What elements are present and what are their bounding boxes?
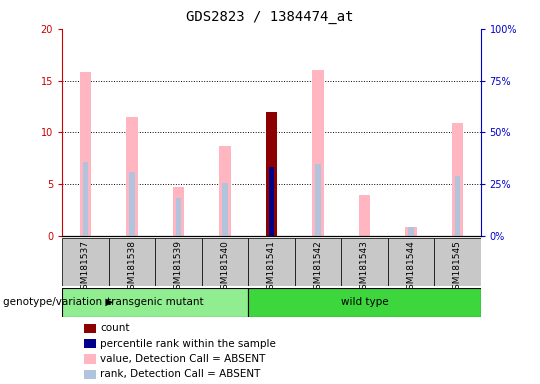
Text: GSM181541: GSM181541	[267, 240, 276, 295]
Bar	[269, 167, 274, 236]
Text: GSM181544: GSM181544	[407, 240, 415, 295]
Text: GSM181538: GSM181538	[127, 240, 136, 295]
Bar	[312, 70, 323, 236]
Bar	[176, 198, 181, 236]
Bar	[266, 112, 277, 236]
Bar	[109, 238, 155, 286]
Bar	[62, 238, 109, 286]
Bar	[219, 146, 231, 236]
Bar	[62, 288, 248, 317]
Text: GSM181543: GSM181543	[360, 240, 369, 295]
Bar	[388, 238, 434, 286]
Text: percentile rank within the sample: percentile rank within the sample	[100, 339, 276, 349]
Bar	[129, 172, 134, 236]
Text: count: count	[100, 323, 130, 333]
Text: rank, Detection Call = ABSENT: rank, Detection Call = ABSENT	[100, 369, 260, 379]
Bar	[434, 238, 481, 286]
Text: genotype/variation ▶: genotype/variation ▶	[3, 297, 113, 308]
Bar	[83, 162, 88, 236]
Text: wild type: wild type	[341, 297, 388, 308]
Text: GSM181537: GSM181537	[81, 240, 90, 295]
Bar	[405, 227, 417, 236]
Bar	[173, 187, 184, 236]
Bar	[201, 238, 248, 286]
Bar	[248, 288, 481, 317]
Text: GSM181539: GSM181539	[174, 240, 183, 295]
Bar	[451, 123, 463, 236]
Bar	[408, 227, 414, 236]
Bar	[248, 238, 295, 286]
Bar	[359, 195, 370, 236]
Bar	[222, 183, 228, 236]
Bar	[315, 164, 321, 236]
Bar	[455, 176, 460, 236]
Bar	[126, 117, 138, 236]
Text: GSM181540: GSM181540	[220, 240, 230, 295]
Text: GSM181542: GSM181542	[313, 240, 322, 295]
Bar	[155, 238, 201, 286]
Text: value, Detection Call = ABSENT: value, Detection Call = ABSENT	[100, 354, 265, 364]
Text: transgenic mutant: transgenic mutant	[107, 297, 204, 308]
Bar	[295, 238, 341, 286]
Bar	[341, 238, 388, 286]
Text: GDS2823 / 1384474_at: GDS2823 / 1384474_at	[186, 10, 354, 24]
Text: GSM181545: GSM181545	[453, 240, 462, 295]
Bar	[79, 72, 91, 236]
